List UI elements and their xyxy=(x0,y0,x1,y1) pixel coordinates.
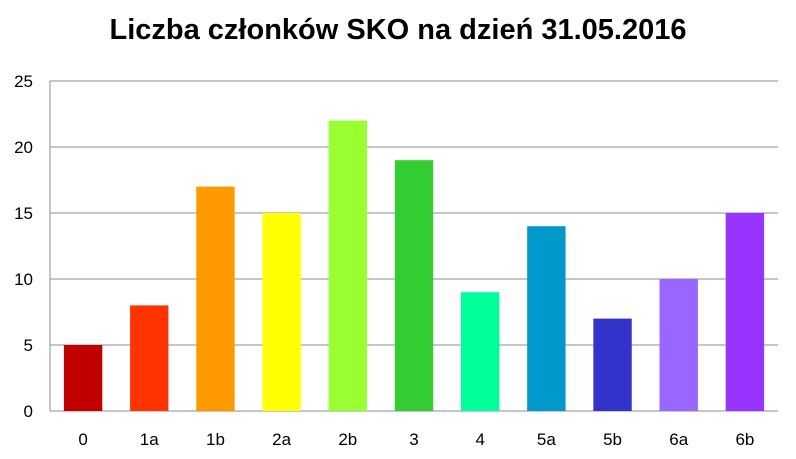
y-tick-label-3: 15 xyxy=(14,204,33,223)
x-tick-label-4: 4 xyxy=(475,430,484,449)
bar-5a xyxy=(527,226,566,411)
y-tick-label-2: 10 xyxy=(14,270,33,289)
bar-1b xyxy=(196,186,235,411)
x-tick-label-0: 0 xyxy=(78,430,87,449)
bar-3 xyxy=(394,160,434,411)
bar-4 xyxy=(460,292,500,411)
x-tick-label-6b: 6b xyxy=(735,430,754,449)
bar-6a xyxy=(659,279,698,411)
bar-1a xyxy=(130,305,169,411)
bar-6b xyxy=(725,213,765,411)
bar-2b xyxy=(328,120,368,411)
x-tick-label-1b: 1b xyxy=(206,430,225,449)
y-tick-label-1: 5 xyxy=(24,336,33,355)
y-tick-label-0: 0 xyxy=(24,402,33,421)
x-tick-label-3: 3 xyxy=(409,430,418,449)
x-tick-label-5b: 5b xyxy=(603,430,622,449)
x-tick-label-1a: 1a xyxy=(140,430,159,449)
bar-2a xyxy=(262,213,301,411)
y-tick-label-4: 20 xyxy=(14,138,33,157)
y-tick-label-5: 25 xyxy=(14,72,33,91)
x-tick-label-5a: 5a xyxy=(537,430,556,449)
x-tick-label-6a: 6a xyxy=(669,430,688,449)
x-tick-label-2a: 2a xyxy=(272,430,291,449)
bar-0 xyxy=(63,345,103,411)
bar-5b xyxy=(593,318,632,411)
chart-title: Liczba członków SKO na dzień 31.05.2016 xyxy=(109,14,687,46)
x-tick-label-2b: 2b xyxy=(338,430,357,449)
